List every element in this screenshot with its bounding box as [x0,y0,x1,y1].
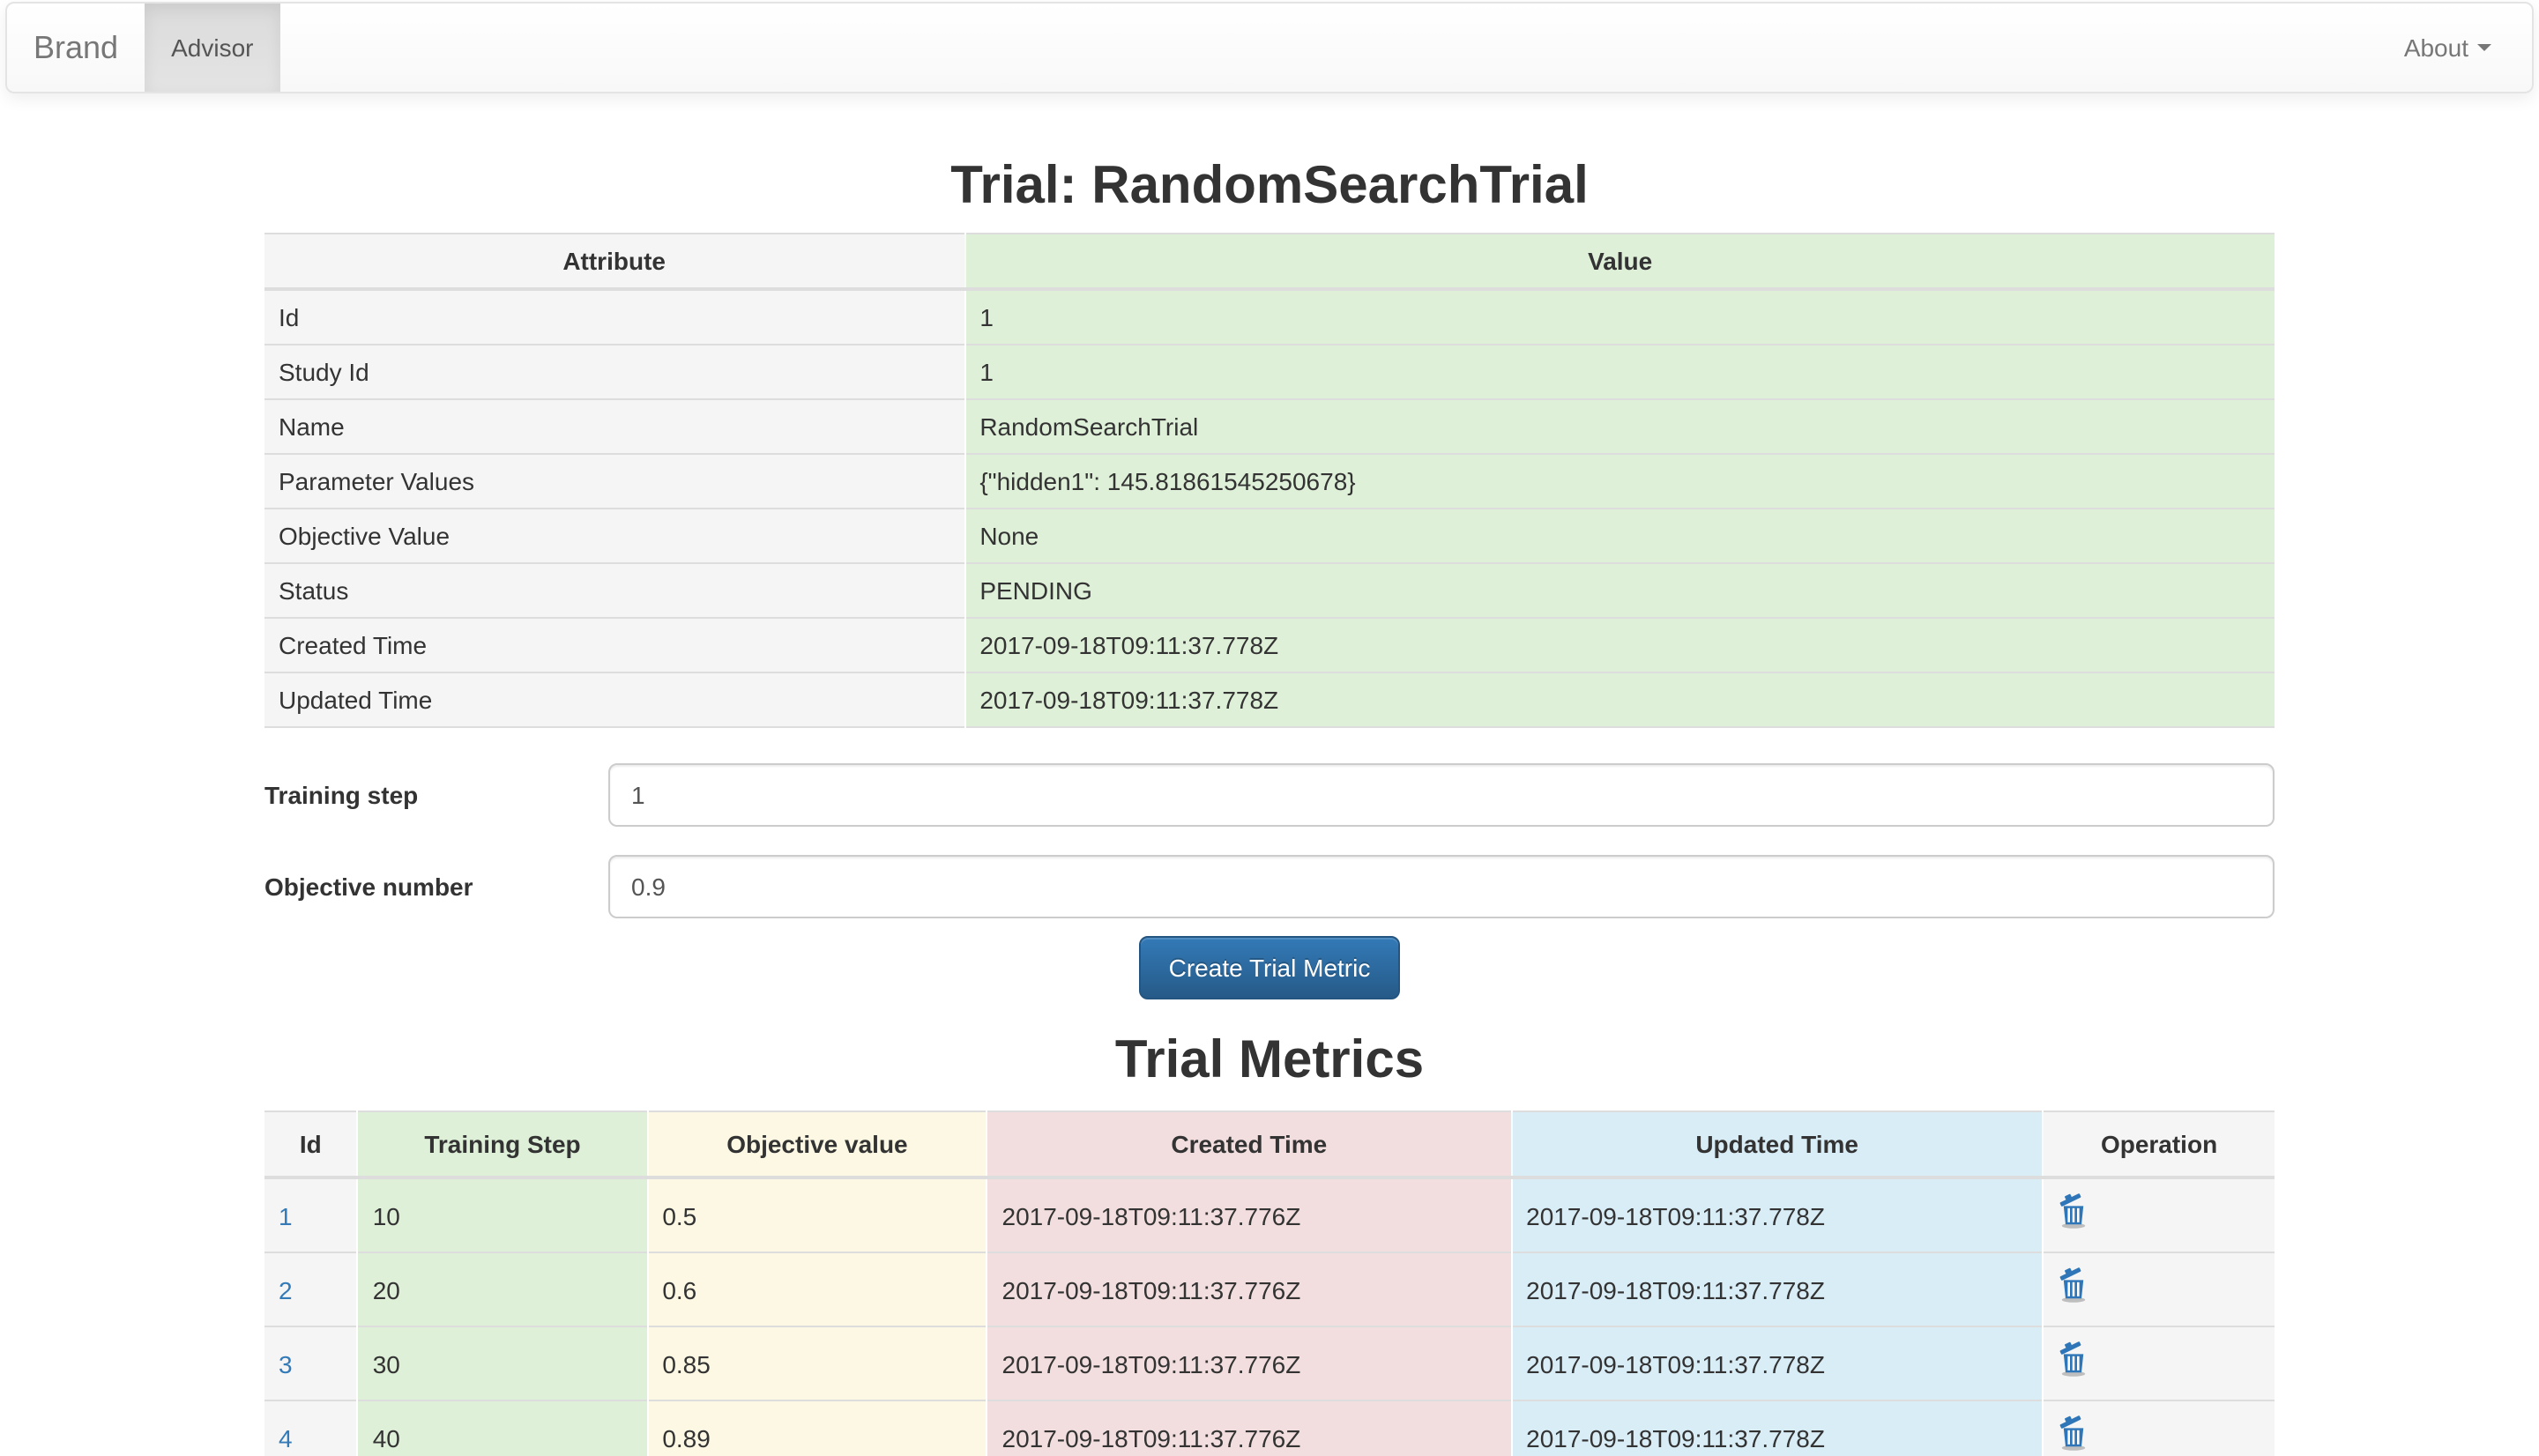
metric-updated-cell: 2017-09-18T09:11:37.778Z [1510,1252,2044,1326]
create-trial-metric-button[interactable]: Create Trial Metric [1138,936,1401,999]
metric-row: 3 30 0.85 2017-09-18T09:11:37.776Z 2017-… [264,1326,2275,1400]
table-row: Id 1 [264,288,2275,345]
attr-value-cell: 2017-09-18T09:11:37.778Z [964,617,2275,672]
objective-number-form-row: Objective number [264,855,2275,918]
main-content: Trial: RandomSearchTrial Attribute Value… [264,157,2275,1456]
attr-value-cell: {"hidden1": 145.81861545250678} [964,453,2275,509]
metric-step-cell: 20 [356,1252,648,1326]
metric-created-cell: 2017-09-18T09:11:37.776Z [986,1252,1512,1326]
attr-name-cell: Updated Time [264,672,965,727]
trash-icon [2059,1341,2086,1377]
trial-attribute-table: Attribute Value Id 1 Study Id 1 Name Ran… [264,233,2275,728]
attr-header-attribute: Attribute [264,234,965,291]
metric-row: 1 10 0.5 2017-09-18T09:11:37.776Z 2017-0… [264,1177,2275,1252]
metric-created-cell: 2017-09-18T09:11:37.776Z [986,1400,1512,1456]
attr-header-row: Attribute Value [264,234,2275,291]
delete-metric-button[interactable] [2058,1415,2089,1451]
trial-metrics-title: Trial Metrics [1114,1031,1425,1089]
metric-id-link[interactable]: 1 [279,1201,293,1229]
metric-id-link[interactable]: 2 [279,1275,293,1304]
attr-header-value: Value [964,234,2275,291]
trial-metrics-table: Id Training Step Objective value Created… [264,1111,2275,1456]
metric-id-link[interactable]: 4 [279,1423,293,1452]
attr-name-cell: Status [264,562,965,618]
table-row: Updated Time 2017-09-18T09:11:37.778Z [264,672,2275,727]
training-step-form-row: Training step [264,763,2275,827]
table-row: Created Time 2017-09-18T09:11:37.778Z [264,617,2275,672]
metric-operation-cell [2042,1326,2275,1400]
attr-value-cell: 1 [964,288,2275,345]
trial-title: Trial: RandomSearchTrial [950,157,1589,215]
metric-updated-cell: 2017-09-18T09:11:37.778Z [1510,1177,2044,1252]
table-row: Status PENDING [264,562,2275,618]
attr-name-cell: Created Time [264,617,965,672]
metric-operation-cell [2042,1400,2275,1456]
metric-objective-cell: 0.5 [646,1177,987,1252]
metric-created-cell: 2017-09-18T09:11:37.776Z [986,1326,1512,1400]
training-step-label: Training step [264,781,419,809]
metric-id-cell: 2 [264,1252,358,1326]
attr-name-cell: Id [264,288,965,345]
metrics-header-row: Id Training Step Objective value Created… [264,1111,2275,1179]
attr-value-cell: PENDING [964,562,2275,618]
metric-created-cell: 2017-09-18T09:11:37.776Z [986,1177,1512,1252]
delete-metric-button[interactable] [2058,1341,2089,1377]
metric-step-cell: 30 [356,1326,648,1400]
trash-icon [2059,1415,2086,1451]
metric-row: 4 40 0.89 2017-09-18T09:11:37.776Z 2017-… [264,1400,2275,1456]
metrics-header-created: Created Time [986,1111,1512,1179]
metric-updated-cell: 2017-09-18T09:11:37.778Z [1510,1400,2044,1456]
attr-name-cell: Study Id [264,344,965,399]
caret-down-icon [2477,44,2491,51]
delete-metric-button[interactable] [2058,1193,2089,1229]
about-label: About [2403,33,2468,62]
trash-icon [2059,1267,2086,1303]
metric-updated-cell: 2017-09-18T09:11:37.778Z [1510,1326,2044,1400]
attr-value-cell: None [964,508,2275,563]
table-row: Study Id 1 [264,344,2275,399]
metric-objective-cell: 0.85 [646,1326,987,1400]
metrics-header-id: Id [264,1111,358,1179]
attr-value-cell: RandomSearchTrial [964,398,2275,454]
attr-name-cell: Objective Value [264,508,965,563]
metrics-header-updated: Updated Time [1510,1111,2044,1179]
attr-name-cell: Name [264,398,965,454]
navbar-item-advisor[interactable]: Advisor [145,4,280,92]
training-step-input[interactable] [608,763,2275,827]
metric-step-cell: 40 [356,1400,648,1456]
delete-metric-button[interactable] [2058,1267,2089,1303]
navbar-item-about[interactable]: About [2378,4,2518,92]
metric-id-cell: 4 [264,1400,358,1456]
attr-value-cell: 1 [964,344,2275,399]
metric-objective-cell: 0.89 [646,1400,987,1456]
attr-name-cell: Parameter Values [264,453,965,509]
navbar-brand[interactable]: Brand [34,29,119,64]
button-row: Create Trial Metric [264,936,2275,999]
metric-objective-cell: 0.6 [646,1252,987,1326]
metric-step-cell: 10 [356,1177,648,1252]
trash-icon [2059,1193,2086,1229]
attr-value-cell: 2017-09-18T09:11:37.778Z [964,672,2275,727]
table-row: Name RandomSearchTrial [264,398,2275,454]
metric-id-cell: 1 [264,1177,358,1252]
metric-operation-cell [2042,1252,2275,1326]
objective-number-input[interactable] [608,855,2275,918]
metric-operation-cell [2042,1177,2275,1252]
metrics-header-operation: Operation [2042,1111,2275,1179]
metric-id-link[interactable]: 3 [279,1349,293,1378]
metrics-header-objective: Objective value [646,1111,987,1179]
table-row: Objective Value None [264,508,2275,563]
navbar: Brand Advisor About [5,2,2534,93]
objective-number-label: Objective number [264,873,473,901]
table-row: Parameter Values {"hidden1": 145.8186154… [264,453,2275,509]
metric-row: 2 20 0.6 2017-09-18T09:11:37.776Z 2017-0… [264,1252,2275,1326]
metric-id-cell: 3 [264,1326,358,1400]
metrics-header-step: Training Step [356,1111,648,1179]
navbar-spacer [279,4,2377,92]
